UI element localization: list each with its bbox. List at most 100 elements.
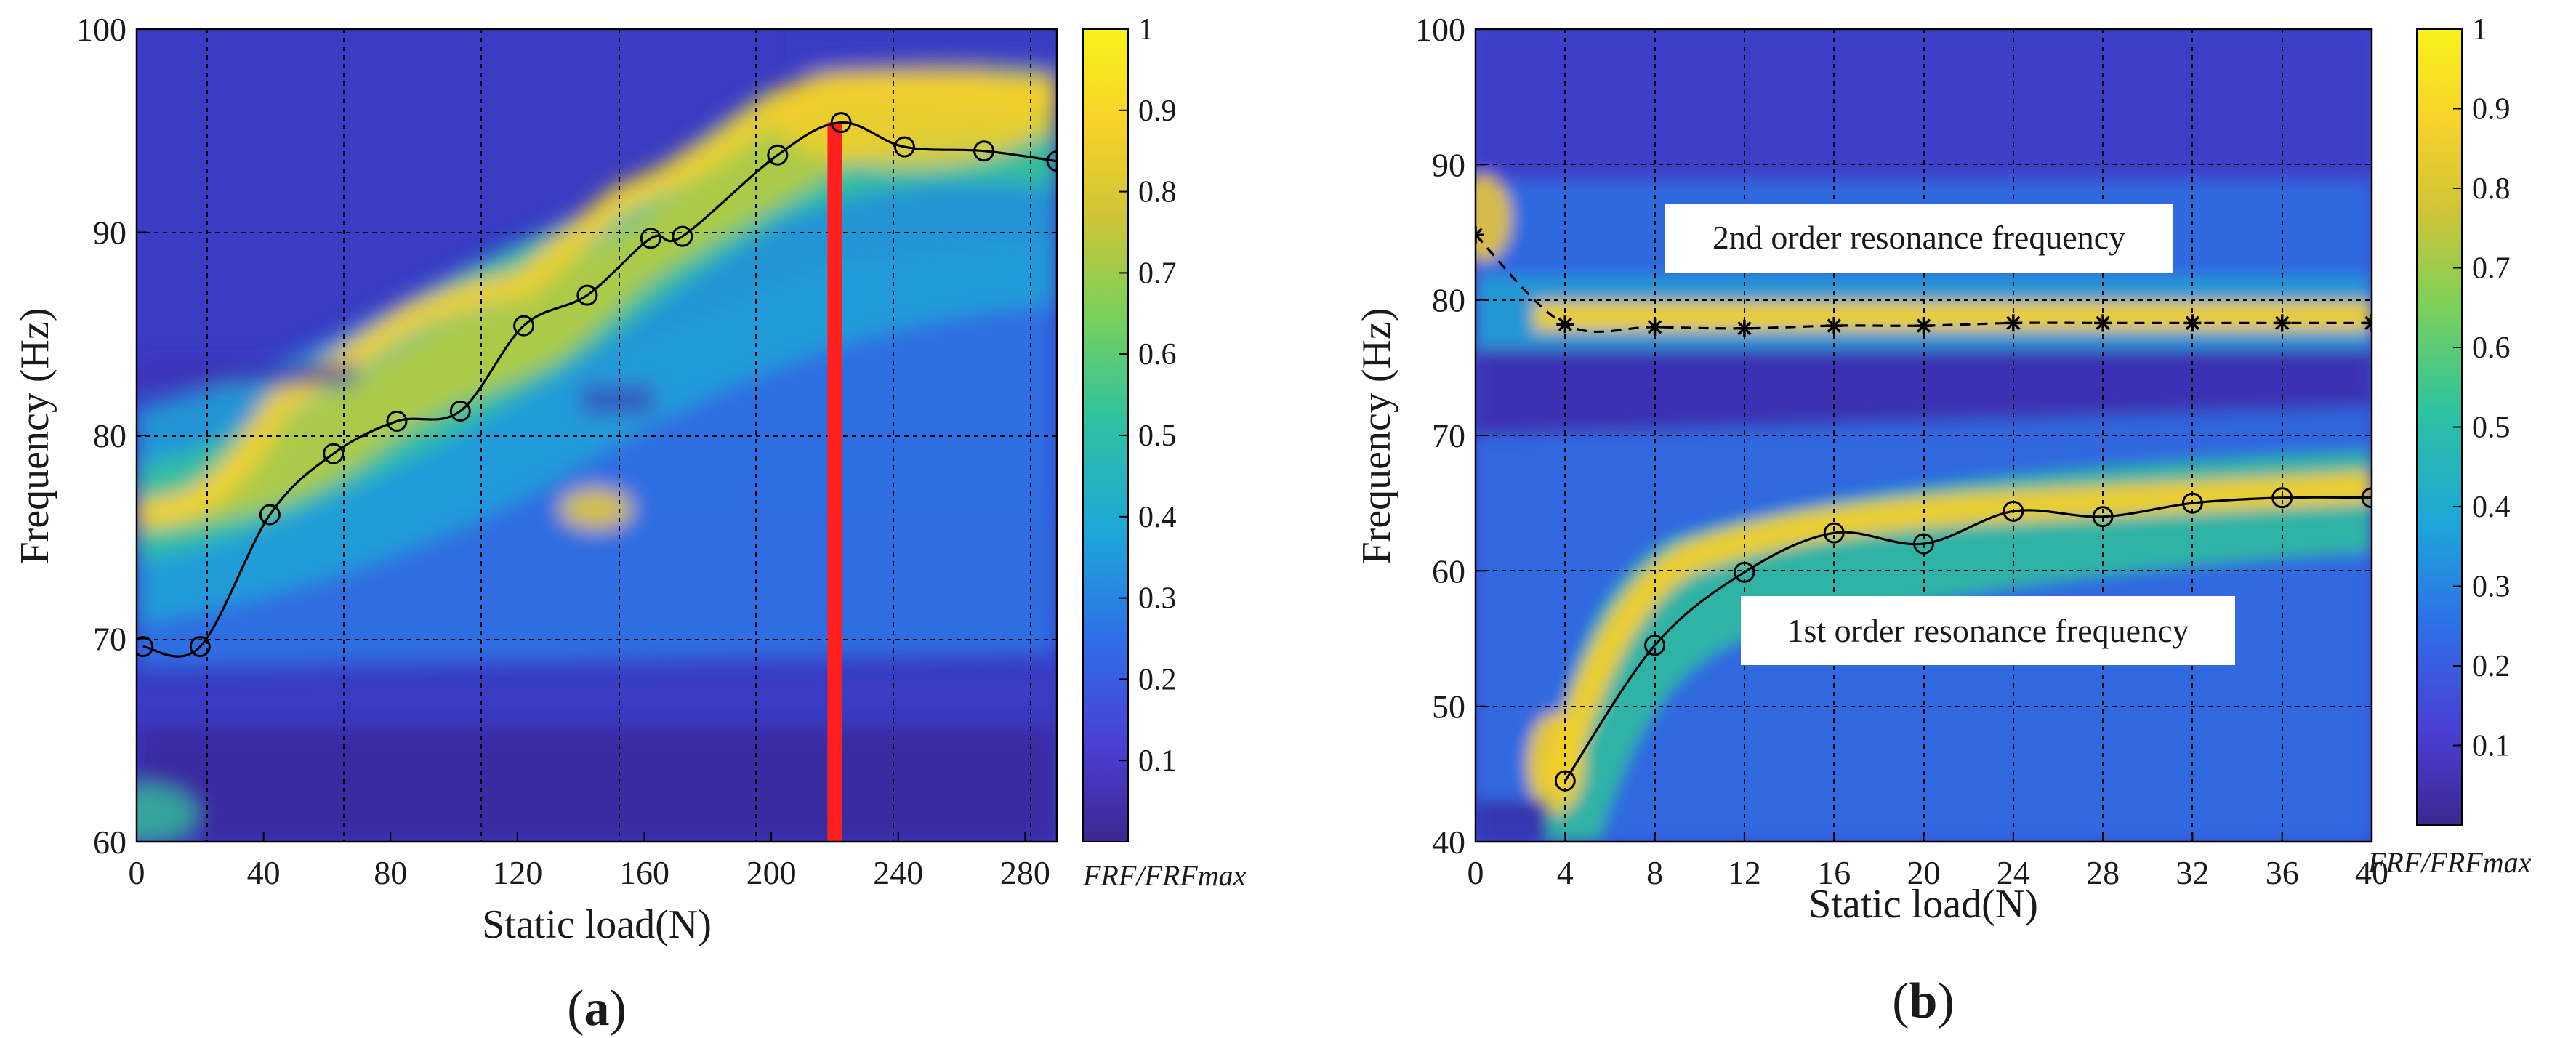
panel-a-xlabel: Static load(N)	[482, 902, 712, 947]
panel-b-sublabel-letter: b	[1909, 973, 1938, 1029]
panel-b-2nd-order-point	[2273, 314, 2291, 332]
panel-a-data-point	[1046, 150, 1057, 172]
colorbar-tick-label: 0.1	[2472, 730, 2511, 763]
star-stroke	[1647, 320, 1662, 334]
panel-b-1st-order-point	[1913, 533, 1934, 555]
panel-b-2nd-order-point	[1646, 318, 1664, 336]
colorbar-tick-label: 0.9	[1138, 94, 1177, 128]
panel-a-colorbar-ticks: 0.1 0.2 0.3 0.4 0.5 0.6 0.7 0.8 0.9 1	[1119, 13, 1177, 778]
panel-a-data-point	[830, 112, 852, 134]
y-tick-label: 70	[1432, 417, 1465, 454]
colorbar-tick-label: 1	[2472, 13, 2487, 47]
panel-b-sublabel: (b)	[1892, 973, 1955, 1029]
colorbar-tick-label: 0.3	[1138, 582, 1177, 616]
x-tick-label: 200	[746, 854, 797, 891]
x-tick-label: 160	[619, 854, 669, 891]
panel-b: 2nd order resonance frequency 1st order …	[1354, 11, 2532, 1029]
panel-a-data-point	[259, 504, 281, 526]
colorbar-tick-label: 0.5	[2472, 411, 2511, 445]
panel-a-yticks: 60 70 80 90 100	[76, 11, 147, 861]
panel-a-data-point	[640, 228, 661, 249]
colorbar-tick-label: 0.8	[2472, 172, 2511, 206]
panel-a-data-point	[189, 636, 211, 658]
panel-b-1st-order-point	[2181, 492, 2203, 514]
panel-b-1st-order-point	[2361, 487, 2372, 509]
x-tick-label: 40	[2355, 854, 2388, 891]
panel-a-data-point	[767, 144, 789, 166]
colorbar-tick-label: 0.8	[1138, 176, 1177, 209]
panel-b-ylabel: Frequency (Hz)	[1354, 308, 1399, 565]
panel-b-2nd-order-point	[1735, 319, 1753, 337]
colorbar-tick-label: 0.4	[1138, 501, 1177, 534]
colorbar-tick-label: 0.2	[2472, 650, 2511, 683]
star-stroke	[2364, 321, 2372, 331]
panel-b-1st-order-point	[1823, 522, 1845, 544]
panel-b-series-1st-line	[1563, 496, 2372, 782]
panel-b-1st-order-point	[1644, 635, 1666, 656]
panel-a-ylabel: Frequency (Hz)	[12, 308, 57, 565]
panel-b-1st-order-point	[1554, 770, 1576, 792]
annotation-1st-order-box	[1741, 596, 2235, 665]
y-tick-label: 80	[1432, 282, 1465, 319]
panel-b-2nd-order-point	[2094, 314, 2112, 332]
star-stroke	[2096, 315, 2110, 331]
panel-b-2nd-order-point	[2363, 314, 2372, 332]
x-tick-label: 8	[1646, 854, 1663, 891]
x-tick-label: 120	[492, 854, 542, 891]
x-tick-label: 0	[129, 854, 145, 891]
x-tick-label: 28	[2086, 854, 2120, 891]
x-tick-label: 80	[374, 854, 407, 891]
panel-b-colorbar-ticks: 0.1 0.2 0.3 0.4 0.5 0.6 0.7 0.8 0.9 1	[2453, 13, 2511, 763]
panel-a-highlight-bar	[827, 122, 842, 842]
annotation-2nd-order: 2nd order resonance frequency	[1712, 219, 2125, 256]
panel-a-xticks: 0 40 80 120 160 200 240 280	[129, 832, 1050, 891]
panel-a-data-point	[386, 410, 408, 432]
panel-a-data-point	[893, 136, 915, 158]
x-tick-label: 12	[1728, 854, 1761, 891]
panel-b-xticks: 0 4 8 12 16 20 24 28 32 36 40	[1468, 832, 2388, 891]
y-tick-label: 60	[1432, 552, 1465, 590]
y-tick-label: 100	[76, 11, 126, 48]
colorbar-tick-label: 0.7	[2472, 252, 2511, 286]
panel-b-2nd-order-point	[2004, 314, 2022, 332]
star-stroke	[2274, 315, 2290, 331]
star-stroke	[2364, 315, 2372, 325]
x-tick-label: 16	[1817, 854, 1851, 891]
colorbar-tick-label: 0.1	[1138, 744, 1177, 778]
panel-a-data-point	[973, 140, 995, 162]
x-tick-label: 24	[1997, 854, 2030, 891]
x-tick-label: 20	[1907, 854, 1941, 891]
y-tick-label: 40	[1432, 824, 1465, 861]
panel-b-xlabel: Static load(N)	[1808, 882, 2038, 927]
star-stroke	[1916, 318, 1931, 333]
panel-b-series-2nd-line	[1476, 234, 2372, 333]
panel-a-sublabel-letter: a	[584, 981, 610, 1037]
y-tick-label: 80	[93, 417, 126, 454]
x-tick-label: 240	[873, 854, 923, 891]
panel-b-grid	[1476, 29, 2372, 842]
panel-b-2nd-order-point	[2183, 314, 2202, 332]
y-tick-label: 100	[1415, 11, 1465, 48]
colorbar-tick-label: 0.6	[1138, 338, 1177, 371]
panel-b-yticks: 40 50 60 70 80 90 100	[1415, 11, 1486, 861]
star-stroke	[1737, 321, 1752, 336]
colorbar-tick-label: 0.4	[2472, 491, 2511, 524]
x-tick-label: 40	[247, 854, 281, 891]
panel-a-heatmap	[137, 29, 1057, 842]
star-stroke	[2006, 315, 2021, 331]
colorbar-tick-label: 0.3	[2472, 571, 2511, 604]
panel-a-data-point	[323, 443, 345, 464]
panel-b-colorbar-title: FRF/FRFmax	[2367, 846, 2532, 879]
star-stroke	[1476, 228, 1483, 237]
colorbar-tick-label: 1	[1138, 13, 1154, 47]
colorbar-tick-label: 0.7	[1138, 257, 1177, 290]
panel-a-data-point	[672, 225, 693, 247]
x-tick-label: 280	[1000, 854, 1050, 891]
x-tick-label: 0	[1468, 854, 1484, 891]
star-stroke	[1558, 317, 1573, 331]
y-tick-label: 50	[1432, 688, 1465, 725]
y-tick-label: 70	[93, 621, 126, 658]
y-tick-label: 60	[93, 824, 126, 861]
panel-b-2nd-order-point	[1556, 315, 1574, 334]
